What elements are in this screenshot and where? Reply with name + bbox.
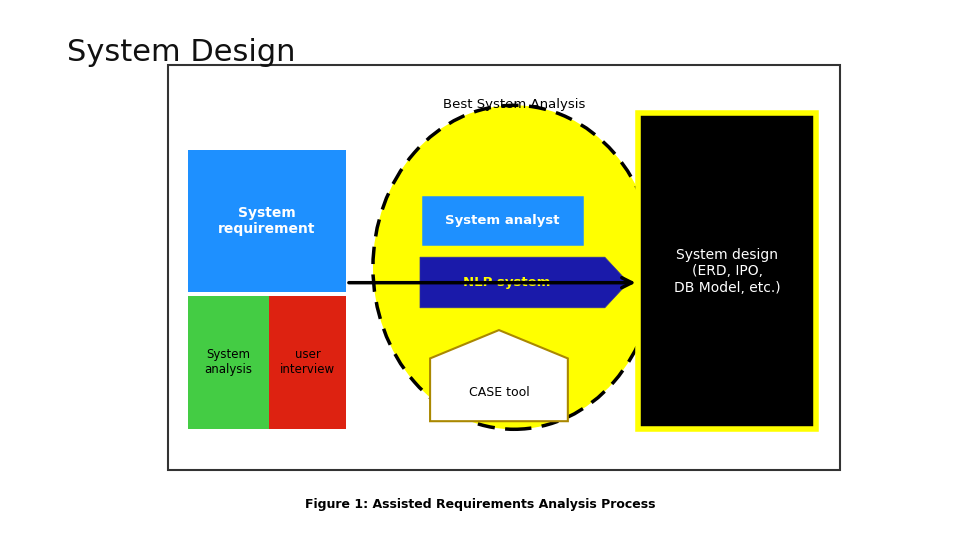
Text: Best System Analysis: Best System Analysis (443, 98, 586, 111)
Text: System analyst: System analyst (445, 214, 560, 227)
Bar (188, 295, 269, 429)
Bar (269, 295, 346, 429)
Bar (188, 150, 346, 292)
Text: CASE tool: CASE tool (468, 387, 529, 400)
Text: Figure 1: Assisted Requirements Analysis Process: Figure 1: Assisted Requirements Analysis… (304, 498, 656, 511)
Bar (638, 113, 816, 429)
Bar (168, 65, 840, 470)
Text: System
analysis: System analysis (204, 348, 252, 376)
Text: System
requirement: System requirement (218, 206, 316, 236)
Polygon shape (420, 257, 628, 308)
Polygon shape (430, 330, 567, 421)
Text: NLP system: NLP system (463, 276, 550, 289)
Text: System Design: System Design (67, 38, 296, 67)
Text: user
interview: user interview (280, 348, 335, 376)
Ellipse shape (372, 105, 655, 429)
Text: System design
(ERD, IPO,
DB Model, etc.): System design (ERD, IPO, DB Model, etc.) (674, 248, 780, 294)
Bar (420, 194, 585, 247)
